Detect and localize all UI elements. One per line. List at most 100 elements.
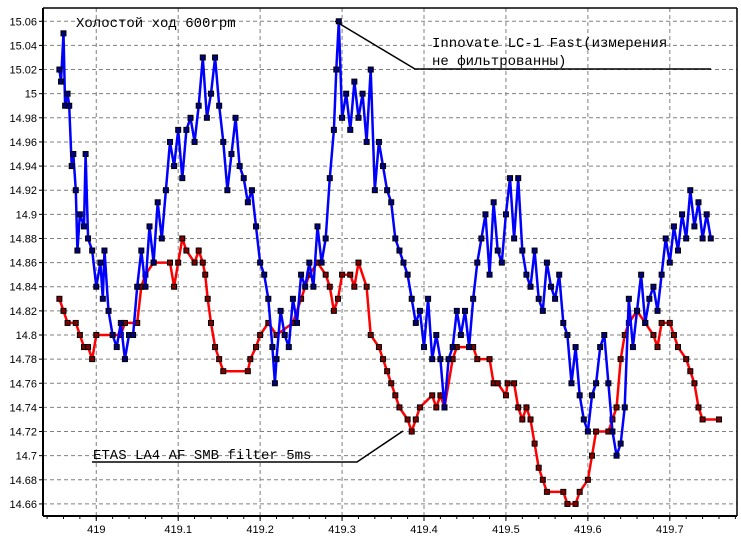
series-0-point bbox=[199, 54, 206, 61]
series-0-point bbox=[330, 126, 337, 133]
series-0-point bbox=[425, 295, 432, 302]
series-1-point bbox=[683, 356, 690, 363]
y-tick-label: 15 bbox=[25, 89, 37, 101]
series-1-point bbox=[60, 307, 67, 314]
series-0-point bbox=[302, 283, 309, 290]
series-1-point bbox=[195, 247, 202, 254]
series-0-point bbox=[568, 380, 575, 387]
y-tick-label: 15.06 bbox=[9, 16, 37, 28]
series-0-point bbox=[543, 259, 550, 266]
series-0-point bbox=[429, 356, 436, 363]
series-1-point bbox=[175, 259, 182, 266]
x-tick-label: 419.2 bbox=[246, 524, 274, 536]
series-1-point bbox=[326, 283, 333, 290]
series-0-point bbox=[179, 175, 186, 182]
series-0-point bbox=[597, 344, 604, 351]
series-1-point bbox=[584, 476, 591, 483]
series-0-point bbox=[322, 235, 329, 242]
series-0-point bbox=[277, 307, 284, 314]
series-0-point bbox=[703, 211, 710, 218]
series-1-point bbox=[576, 488, 583, 495]
series-0-point bbox=[625, 295, 632, 302]
series-0-point bbox=[273, 356, 280, 363]
series-0-point bbox=[552, 295, 559, 302]
series-0-point bbox=[601, 332, 608, 339]
series-0-point bbox=[306, 259, 313, 266]
series-0-point bbox=[74, 247, 81, 254]
series-0-point bbox=[650, 283, 657, 290]
series-1-point bbox=[675, 344, 682, 351]
series-0-point bbox=[326, 175, 333, 182]
series-0-point bbox=[658, 271, 665, 278]
series-0-point bbox=[494, 247, 501, 254]
series-1-point bbox=[535, 464, 542, 471]
series-1-point bbox=[412, 416, 419, 423]
series-0-point bbox=[679, 211, 686, 218]
series-0-point bbox=[421, 344, 428, 351]
series-0-point bbox=[142, 283, 149, 290]
series-1-point bbox=[191, 259, 198, 266]
series-1-point bbox=[666, 319, 673, 326]
series-0-point bbox=[433, 332, 440, 339]
series-0-point bbox=[113, 344, 120, 351]
series-0-point bbox=[154, 199, 161, 206]
series-0-point bbox=[404, 271, 411, 278]
series-0-point bbox=[449, 344, 456, 351]
annotation-innovate-line1: Innovate LC-1 Fast(измерения bbox=[432, 36, 667, 52]
axes: 14.66 14.68 14.7 14.72 14.74 14.76 14.78 14.8 14… bbox=[9, 7, 738, 536]
series-0-point bbox=[519, 247, 526, 254]
series-1-point bbox=[207, 319, 214, 326]
series-1-point bbox=[695, 404, 702, 411]
series-0-point bbox=[576, 392, 583, 399]
series-0-point bbox=[82, 151, 89, 158]
series-1-point bbox=[253, 344, 260, 351]
series-1-point bbox=[330, 307, 337, 314]
series-0-point bbox=[531, 247, 538, 254]
series-1-point bbox=[658, 319, 665, 326]
series-0-point bbox=[220, 138, 227, 145]
series-0-point bbox=[613, 452, 620, 459]
series-1-point bbox=[593, 428, 600, 435]
series-1-point bbox=[527, 416, 534, 423]
series-1-point bbox=[588, 452, 595, 459]
series-0-point bbox=[638, 271, 645, 278]
series-0-point bbox=[437, 356, 444, 363]
series-1-point bbox=[384, 368, 391, 375]
series-0-point bbox=[351, 78, 358, 85]
series-1-point bbox=[531, 440, 538, 447]
series-1-point bbox=[212, 344, 219, 351]
series-0-point bbox=[666, 259, 673, 266]
y-tick-label: 14.66 bbox=[9, 499, 37, 511]
series-1-point bbox=[167, 259, 174, 266]
series-0-point bbox=[515, 175, 522, 182]
series-0-point bbox=[240, 175, 247, 182]
series-0-point bbox=[109, 332, 116, 339]
series-0-point bbox=[564, 332, 571, 339]
series-1-point bbox=[519, 416, 526, 423]
series-0-point bbox=[257, 259, 264, 266]
series-layer bbox=[56, 18, 722, 507]
series-0-point bbox=[654, 307, 661, 314]
series-1-point bbox=[220, 368, 227, 375]
series-1-point bbox=[429, 392, 436, 399]
series-0-point bbox=[609, 428, 616, 435]
series-0-point bbox=[560, 319, 567, 326]
x-tick-label: 419.5 bbox=[492, 524, 520, 536]
series-1-point bbox=[650, 332, 657, 339]
series-0-point bbox=[138, 247, 145, 254]
series-0-point bbox=[507, 175, 514, 182]
y-tick-label: 14.68 bbox=[9, 475, 37, 487]
series-0-point bbox=[289, 295, 296, 302]
series-0-point bbox=[621, 404, 628, 411]
series-1-point bbox=[416, 404, 423, 411]
series-0-point bbox=[207, 90, 214, 97]
series-1-point bbox=[199, 259, 206, 266]
series-1-point bbox=[355, 259, 362, 266]
series-0-point bbox=[150, 259, 157, 266]
series-0-point bbox=[134, 283, 141, 290]
series-1-point bbox=[699, 416, 706, 423]
series-0-point bbox=[535, 295, 542, 302]
series-0-point bbox=[699, 235, 706, 242]
x-tick-label: 419.6 bbox=[574, 524, 602, 536]
y-tick-label: 14.94 bbox=[9, 161, 37, 173]
